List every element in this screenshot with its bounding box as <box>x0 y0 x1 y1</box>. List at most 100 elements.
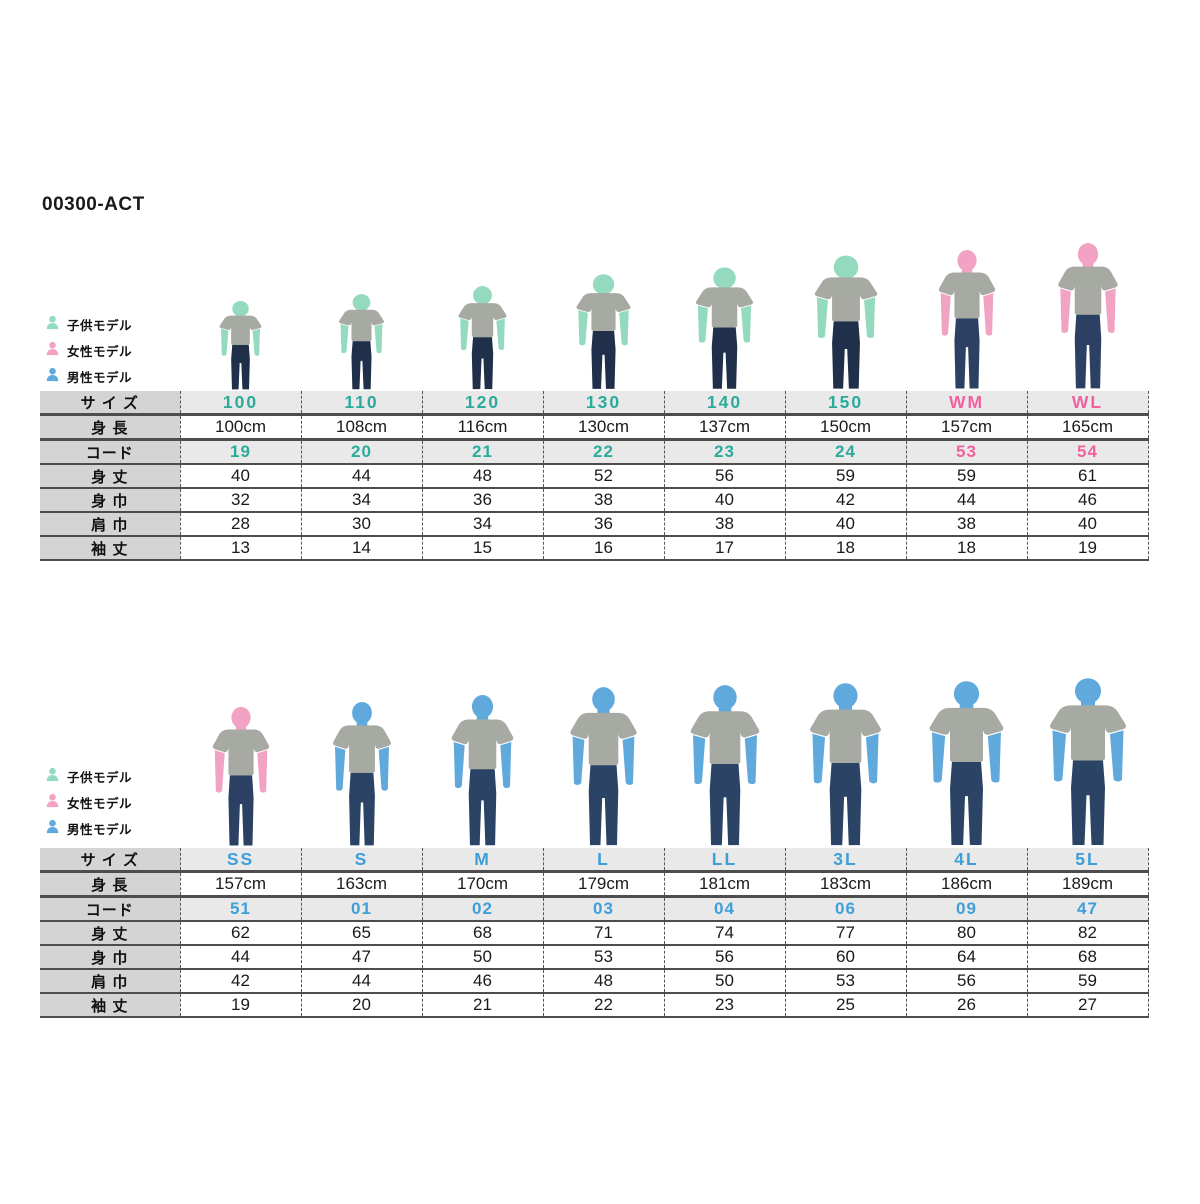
measure-cell: 77 <box>784 921 906 946</box>
legend-item-child: 子供モデル <box>45 763 205 789</box>
code-cell: 06 <box>784 896 906 922</box>
height-cell: 150cm <box>784 414 906 441</box>
person-figure-svg <box>695 267 754 389</box>
model-figure-L <box>543 685 664 848</box>
kids-women-size-table: サ イ ズ 100 110 120 130 140 150 WM WL 身 長 100cm 108cm… <box>40 391 1149 561</box>
row-label-measure: 肩 巾 <box>40 969 180 994</box>
measure-cell: 32 <box>179 488 301 513</box>
person-figure-svg <box>458 286 507 390</box>
person-figure-svg <box>339 294 384 390</box>
measure-cell: 27 <box>1026 993 1149 1018</box>
measure-cell: 26 <box>905 993 1027 1018</box>
model-figure-150 <box>785 254 906 391</box>
measure-cell: 34 <box>300 488 422 513</box>
person-figure-svg <box>1057 242 1118 389</box>
measure-cell: 50 <box>421 945 543 970</box>
legend-label: 男性モデル <box>67 822 133 837</box>
measure-cell: 59 <box>784 464 906 489</box>
height-cell: 163cm <box>300 871 422 898</box>
size-cell: 3L <box>784 848 906 873</box>
measure-cell: 13 <box>179 536 301 561</box>
model-figure-SS <box>180 705 301 848</box>
person-figure-svg <box>570 687 637 846</box>
size-cell: 120 <box>421 391 543 416</box>
measure-cell: 61 <box>1026 464 1149 489</box>
height-cell: 181cm <box>663 871 785 898</box>
person-bust-icon <box>46 315 59 329</box>
person-bust-icon <box>46 793 59 807</box>
height-cell: 165cm <box>1026 414 1149 441</box>
height-cell: 130cm <box>542 414 664 441</box>
measure-cell: 50 <box>663 969 785 994</box>
row-label-measure: 肩 巾 <box>40 512 180 537</box>
measure-cell: 36 <box>421 488 543 513</box>
measure-cell: 38 <box>663 512 785 537</box>
model-figure-100 <box>180 300 301 391</box>
row-label-height: 身 長 <box>40 871 180 898</box>
measure-cell: 80 <box>905 921 1027 946</box>
measure-cell: 40 <box>1026 512 1149 537</box>
measure-cell: 19 <box>1026 536 1149 561</box>
code-cell: 47 <box>1026 896 1149 922</box>
measure-cell: 25 <box>784 993 906 1018</box>
measure-cell: 59 <box>1026 969 1149 994</box>
child-model-icon <box>45 314 60 335</box>
legend-label: 男性モデル <box>67 370 133 385</box>
person-bust-icon <box>46 341 59 355</box>
measure-cell: 16 <box>542 536 664 561</box>
measure-cell: 46 <box>1026 488 1149 513</box>
height-cell: 100cm <box>179 414 301 441</box>
measure-cell: 56 <box>905 969 1027 994</box>
height-cell: 108cm <box>300 414 422 441</box>
code-cell: 02 <box>421 896 543 922</box>
person-figure-svg <box>219 300 262 390</box>
code-cell: 24 <box>784 439 906 465</box>
size-cell: 130 <box>542 391 664 416</box>
measure-cell: 44 <box>905 488 1027 513</box>
measure-cell: 21 <box>421 993 543 1018</box>
male-model-icon <box>45 818 60 839</box>
person-bust-icon <box>46 767 59 781</box>
row-label-code: コード <box>40 896 180 922</box>
height-cell: 170cm <box>421 871 543 898</box>
code-cell: 20 <box>300 439 422 465</box>
model-figure-130 <box>543 273 664 391</box>
measure-cell: 28 <box>179 512 301 537</box>
measure-cell: 47 <box>300 945 422 970</box>
product-code: 00300-ACT <box>42 194 145 215</box>
measure-cell: 44 <box>300 969 422 994</box>
code-cell: 54 <box>1026 439 1149 465</box>
row-label-size: サ イ ズ <box>40 848 180 873</box>
code-cell: 21 <box>421 439 543 465</box>
measure-cell: 40 <box>179 464 301 489</box>
measure-cell: 48 <box>421 464 543 489</box>
measure-cell: 44 <box>300 464 422 489</box>
legend-item-female: 女性モデル <box>45 789 205 815</box>
code-cell: 51 <box>179 896 301 922</box>
measure-cell: 42 <box>179 969 301 994</box>
model-figure-WL <box>1027 241 1148 391</box>
measure-cell: 40 <box>663 488 785 513</box>
row-label-measure: 身 巾 <box>40 945 180 970</box>
person-figure-svg <box>576 274 631 389</box>
model-figure-110 <box>301 293 422 391</box>
model-figures-row <box>180 236 1148 391</box>
legend-item-female: 女性モデル <box>45 337 205 363</box>
measure-cell: 59 <box>905 464 1027 489</box>
measure-cell: 74 <box>663 921 785 946</box>
legend-label: 女性モデル <box>67 796 133 811</box>
measure-cell: 56 <box>663 464 785 489</box>
measure-cell: 14 <box>300 536 422 561</box>
person-figure-svg <box>814 255 877 389</box>
row-label-size: サ イ ズ <box>40 391 180 416</box>
code-cell: 22 <box>542 439 664 465</box>
measure-cell: 23 <box>663 993 785 1018</box>
measure-cell: 38 <box>542 488 664 513</box>
measure-cell: 44 <box>179 945 301 970</box>
size-cell: 140 <box>663 391 785 416</box>
height-cell: 157cm <box>179 871 301 898</box>
size-cell: M <box>421 848 543 873</box>
model-figure-140 <box>664 266 785 391</box>
measure-cell: 19 <box>179 993 301 1018</box>
model-figure-3L <box>785 681 906 848</box>
